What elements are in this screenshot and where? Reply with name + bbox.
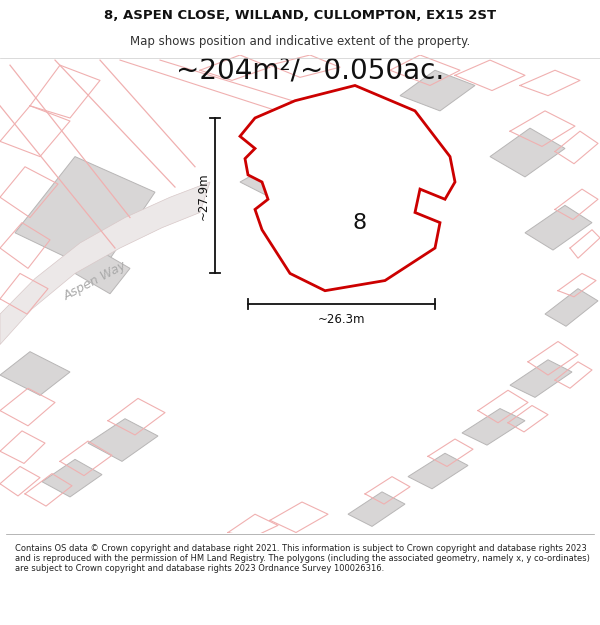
Polygon shape (400, 70, 475, 111)
Polygon shape (545, 289, 598, 326)
Polygon shape (240, 151, 360, 218)
Text: Map shows position and indicative extent of the property.: Map shows position and indicative extent… (130, 35, 470, 48)
Polygon shape (510, 360, 572, 398)
Polygon shape (525, 206, 592, 250)
Polygon shape (42, 459, 102, 497)
Text: ~27.9m: ~27.9m (197, 172, 209, 219)
Polygon shape (75, 248, 130, 294)
Polygon shape (490, 128, 565, 177)
Text: 8, ASPEN CLOSE, WILLAND, CULLOMPTON, EX15 2ST: 8, ASPEN CLOSE, WILLAND, CULLOMPTON, EX1… (104, 9, 496, 22)
Polygon shape (348, 492, 405, 526)
Polygon shape (0, 352, 70, 396)
Polygon shape (88, 419, 158, 461)
Text: Aspen Way: Aspen Way (61, 259, 128, 302)
Text: 8: 8 (353, 213, 367, 232)
Text: ~204m²/~0.050ac.: ~204m²/~0.050ac. (176, 56, 444, 84)
Polygon shape (15, 157, 155, 273)
Polygon shape (462, 409, 525, 445)
Polygon shape (240, 86, 455, 291)
Polygon shape (310, 111, 390, 159)
Text: Contains OS data © Crown copyright and database right 2021. This information is : Contains OS data © Crown copyright and d… (15, 544, 590, 573)
Polygon shape (408, 453, 468, 489)
Polygon shape (0, 182, 210, 344)
Polygon shape (270, 111, 420, 256)
Text: ~26.3m: ~26.3m (318, 312, 365, 326)
